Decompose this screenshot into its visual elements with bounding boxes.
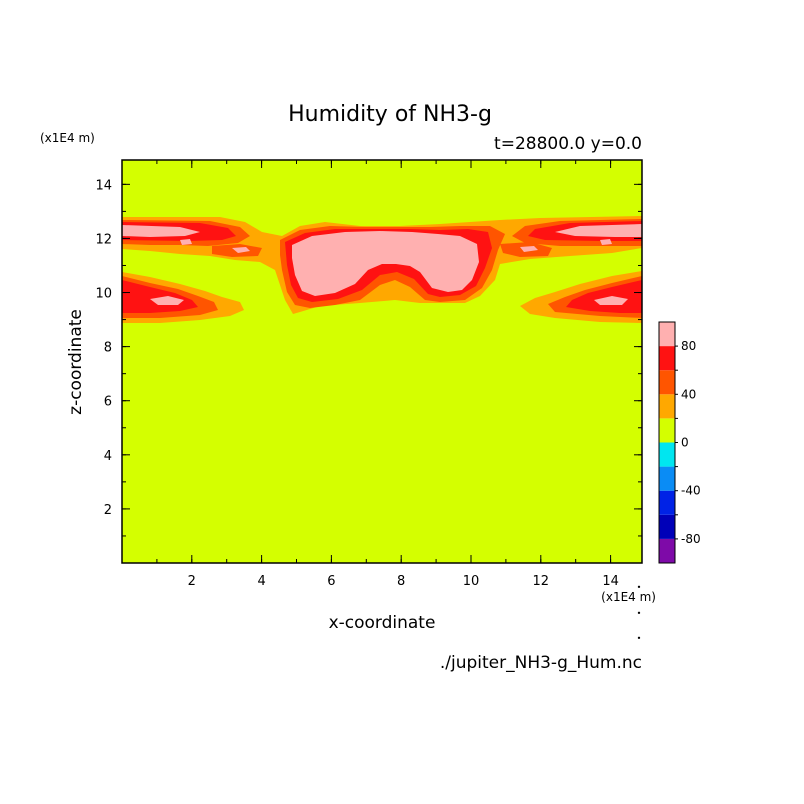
contour-fill bbox=[122, 216, 642, 323]
colorbar-segment bbox=[659, 538, 675, 563]
y-tick-label: 14 bbox=[95, 178, 112, 193]
contour-pink-plume bbox=[292, 231, 479, 296]
colorbar: -80 -40 0 40 80 bbox=[658, 321, 701, 564]
x-tick-label: 6 bbox=[327, 574, 335, 589]
chart-title: Humidity of NH3-g bbox=[288, 102, 492, 127]
colorbar-tick-label: 40 bbox=[681, 387, 696, 401]
contour-pink-dot-right bbox=[520, 246, 538, 252]
y-axis-unit: (x1E4 m) bbox=[40, 131, 95, 145]
x-tick-label: 4 bbox=[257, 574, 265, 589]
colorbar-segment bbox=[659, 346, 675, 371]
y-tick-label: 8 bbox=[104, 341, 112, 356]
source-filename: ./jupiter_NH3-g_Hum.nc bbox=[440, 653, 642, 673]
contour-pink-left-islet bbox=[150, 296, 184, 305]
x-tick-label: 12 bbox=[533, 574, 550, 589]
colorbar-segment bbox=[659, 466, 675, 491]
x-tick-label: 14 bbox=[602, 574, 619, 589]
x-axis-unit: (x1E4 m) bbox=[601, 590, 656, 604]
colorbar-segment bbox=[659, 442, 675, 467]
contour-pink-dot-left2 bbox=[180, 239, 192, 245]
y-tick-label: 6 bbox=[104, 395, 112, 410]
colorbar-tick-label: -40 bbox=[681, 484, 701, 498]
contour-red-left-lobe bbox=[122, 280, 198, 313]
y-tick-label: 12 bbox=[95, 232, 112, 247]
y-tick-label: 10 bbox=[95, 287, 112, 302]
colorbar-tick-label: 80 bbox=[681, 339, 696, 353]
y-tick-label: 2 bbox=[104, 503, 112, 518]
colorbar-segment bbox=[659, 322, 675, 347]
contour-pink-right-islet bbox=[594, 296, 628, 305]
x-tick-label: 10 bbox=[463, 574, 480, 589]
axis-ticks: 2 4 6 8 10 12 14 2 4 6 8 10 12 14 bbox=[95, 160, 642, 589]
y-axis-label: z-coordinate bbox=[66, 309, 86, 415]
colorbar-tick-label: 0 bbox=[681, 436, 689, 450]
x-axis-label: x-coordinate bbox=[329, 613, 436, 633]
colorbar-segment bbox=[659, 370, 675, 395]
colorbar-tick-label: -80 bbox=[681, 532, 701, 546]
unit-marker-dot: • bbox=[637, 634, 642, 643]
colorbar-segment bbox=[659, 394, 675, 419]
contour-pink-dot-left bbox=[232, 247, 250, 253]
unit-marker-dot: • bbox=[637, 609, 642, 618]
x-tick-label: 2 bbox=[188, 574, 196, 589]
plot-area: 2 4 6 8 10 12 14 2 4 6 8 10 12 14 bbox=[95, 159, 643, 589]
chart-subtitle: t=28800.0 y=0.0 bbox=[494, 134, 642, 154]
colorbar-segment bbox=[659, 490, 675, 515]
y-tick-label: 4 bbox=[104, 449, 112, 464]
contour-pink-upper-right bbox=[555, 224, 642, 237]
contour-pink-upper-left bbox=[122, 225, 200, 237]
plot-frame bbox=[121, 159, 643, 564]
colorbar-segment bbox=[659, 418, 675, 443]
contour-pink-dot-right2 bbox=[600, 239, 612, 245]
x-tick-label: 8 bbox=[397, 574, 405, 589]
contour-red-right-lobe bbox=[566, 280, 642, 313]
unit-marker-dot: • bbox=[637, 583, 642, 592]
colorbar-segment bbox=[659, 514, 675, 539]
